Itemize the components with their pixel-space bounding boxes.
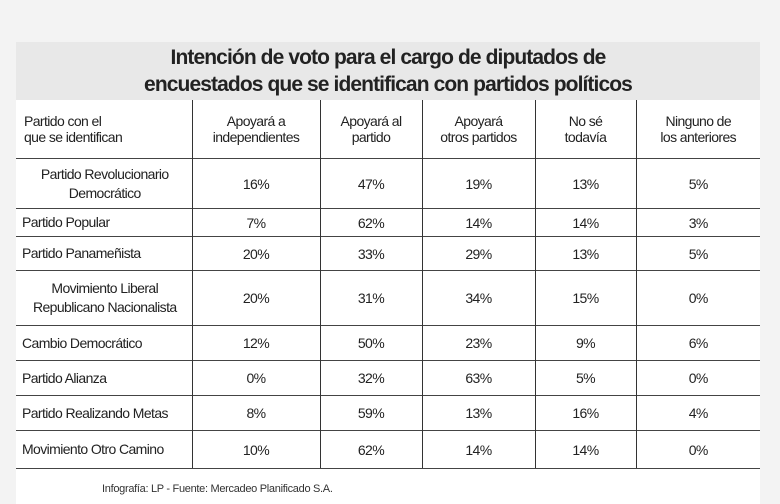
percentage-cell: 19% <box>421 158 535 209</box>
title-line: encuestados que se identifican con parti… <box>144 73 633 96</box>
percentage-cell: 8% <box>191 395 320 431</box>
percentage-cell: 9% <box>534 325 636 361</box>
percentage-cell: 0% <box>635 270 760 326</box>
percentage-cell: 5% <box>635 158 760 209</box>
vote-intention-table: Partido con el que se identifican Apoyará … <box>16 100 760 469</box>
column-header-line: que se identifican <box>24 129 123 145</box>
percentage-cell: 0% <box>635 430 760 469</box>
table-row: Movimiento Otro Camino 10% 62% 14% 14% 0% <box>16 430 760 469</box>
header-row: Partido con el que se identifican Apoyará … <box>16 100 760 159</box>
column-header: Ninguno de los anteriores <box>635 100 760 159</box>
table-title: Intención de voto para el cargo de diput… <box>16 42 760 100</box>
party-name: Partido Alianza <box>16 360 192 396</box>
percentage-cell: 14% <box>421 208 535 237</box>
column-header-line: Partido con el <box>24 113 102 129</box>
party-name: Partido Realizando Metas <box>16 395 192 431</box>
percentage-cell: 14% <box>534 430 636 469</box>
percentage-cell: 13% <box>534 236 636 271</box>
percentage-cell: 33% <box>319 236 422 271</box>
percentage-cell: 10% <box>191 430 320 469</box>
percentage-cell: 20% <box>191 236 320 271</box>
percentage-cell: 34% <box>421 270 535 326</box>
party-name: Partido Revolucionario Democrático <box>16 158 192 209</box>
percentage-cell: 16% <box>191 158 320 209</box>
percentage-cell: 13% <box>534 158 636 209</box>
percentage-cell: 5% <box>635 236 760 271</box>
percentage-cell: 23% <box>421 325 535 361</box>
column-header: Apoyará otros partidos <box>421 100 535 159</box>
percentage-cell: 0% <box>191 360 320 396</box>
column-header: Apoyará a independientes <box>191 100 320 159</box>
percentage-cell: 31% <box>319 270 422 326</box>
table-row: Partido Panameñista 20% 33% 29% 13% 5% <box>16 236 760 271</box>
table-row: Partido Revolucionario Democrático 16% 47%… <box>16 158 760 209</box>
infographic-panel: Intención de voto para el cargo de diput… <box>16 42 760 504</box>
party-name: Movimiento Liberal Republicano Nacionali… <box>16 270 192 326</box>
table-row: Movimiento Liberal Republicano Nacionali… <box>16 270 760 326</box>
table-row: Partido Alianza 0% 32% 63% 5% 0% <box>16 360 760 396</box>
column-header-line: otros partidos <box>440 129 517 145</box>
table-row: Partido Popular 7% 62% 14% 14% 3% <box>16 208 760 237</box>
party-name: Partido Popular <box>16 208 192 237</box>
percentage-cell: 13% <box>421 395 535 431</box>
party-name: Movimiento Otro Camino <box>16 430 192 469</box>
column-header-line: No sé <box>568 113 603 129</box>
percentage-cell: 20% <box>191 270 320 326</box>
percentage-cell: 0% <box>635 360 760 396</box>
percentage-cell: 50% <box>319 325 422 361</box>
party-name: Partido Panameñista <box>16 236 192 271</box>
percentage-cell: 7% <box>191 208 320 237</box>
percentage-cell: 29% <box>421 236 535 271</box>
percentage-cell: 15% <box>534 270 636 326</box>
percentage-cell: 62% <box>319 208 422 237</box>
column-header-line: Ninguno de <box>665 113 732 129</box>
percentage-cell: 63% <box>421 360 535 396</box>
percentage-cell: 5% <box>534 360 636 396</box>
column-header: Partido con el que se identifican <box>16 100 192 159</box>
percentage-cell: 16% <box>534 395 636 431</box>
column-header: Apoyará al partido <box>319 100 422 159</box>
column-header-line: Apoyará <box>454 113 504 129</box>
percentage-cell: 47% <box>319 158 422 209</box>
column-header: No sé todavía <box>534 100 636 159</box>
percentage-cell: 14% <box>534 208 636 237</box>
table-row: Partido Realizando Metas 8% 59% 13% 16% 4% <box>16 395 760 431</box>
title-line: Intención de voto para el cargo de diput… <box>170 46 607 69</box>
percentage-cell: 6% <box>635 325 760 361</box>
percentage-cell: 12% <box>191 325 320 361</box>
column-header-line: Apoyará a <box>226 113 286 129</box>
percentage-cell: 14% <box>421 430 535 469</box>
column-header-line: independientes <box>212 129 300 145</box>
percentage-cell: 3% <box>635 208 760 237</box>
column-header-line: los anteriores <box>660 129 737 145</box>
table-row: Cambio Democrático 12% 50% 23% 9% 6% <box>16 325 760 361</box>
party-name: Cambio Democrático <box>16 325 192 361</box>
column-header-line: partido <box>351 129 391 145</box>
percentage-cell: 62% <box>319 430 422 469</box>
column-header-line: todavía <box>564 129 607 145</box>
column-header-line: Apoyará al <box>340 113 403 129</box>
percentage-cell: 59% <box>319 395 422 431</box>
source-footer: Infografía: LP - Fuente: Mercadeo Planif… <box>102 483 333 495</box>
percentage-cell: 4% <box>635 395 760 431</box>
percentage-cell: 32% <box>319 360 422 396</box>
